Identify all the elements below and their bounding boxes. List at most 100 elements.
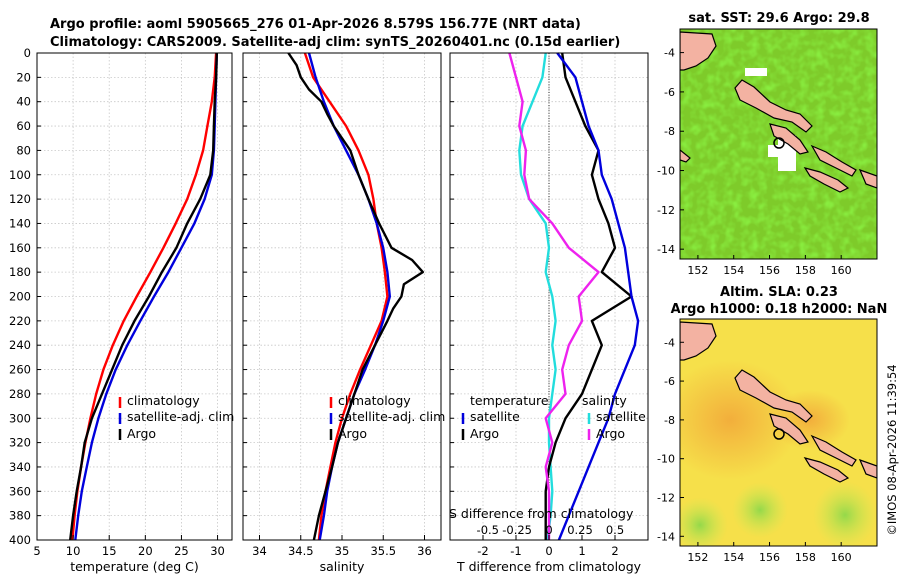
sst-nodata — [745, 68, 767, 76]
x-tick-label: 5 — [33, 544, 40, 558]
sla-low-region — [732, 482, 788, 538]
solomon-island-land — [803, 457, 850, 483]
x-tick-label: 34 — [252, 544, 267, 558]
solomon-island-land — [769, 413, 809, 445]
map-y-tick-label: -4 — [664, 336, 675, 349]
s-difference-label: S difference from climatology — [449, 506, 634, 521]
map-y-tick-label: -14 — [657, 243, 675, 256]
legend-satellite-adj: satellite-adj. clim — [127, 409, 234, 424]
diff-series-salinity-satellite — [508, 52, 600, 540]
s-diff-tick: 0.5 — [606, 523, 624, 537]
s-diff-tick: -0.5 — [477, 523, 499, 537]
s-difference-axis: S difference from climatology -0.5 -0.25… — [449, 506, 634, 537]
map-x-tick-label: 156 — [759, 264, 780, 277]
x-tick-label: 10 — [66, 544, 81, 558]
x-tick-label: 25 — [174, 544, 189, 558]
y-tick-label: 120 — [9, 192, 31, 206]
sla-map-frame — [679, 318, 878, 547]
y-tick-label: 20 — [16, 70, 31, 84]
title-line-1: Argo profile: aoml 5905665_276 01-Apr-20… — [50, 17, 581, 32]
x-tick-label: -2 — [477, 544, 488, 558]
sst-map-title: sat. SST: 29.6 Argo: 29.8 — [688, 11, 869, 26]
imos-timestamp: ©IMOS 08-Apr-2026 11:39:54 — [885, 364, 899, 535]
y-tick-label: 60 — [16, 119, 31, 133]
y-tick-label: 320 — [9, 436, 31, 450]
diff-series-salinity-argo — [556, 52, 640, 541]
map-x-tick-label: 160 — [831, 264, 852, 277]
y-tick-label: 360 — [9, 484, 31, 498]
x-tick-label: -1 — [510, 544, 521, 558]
map-y-tick-label: -8 — [664, 414, 675, 427]
argo-position-marker — [773, 137, 785, 149]
x-tick-label: 36 — [417, 544, 432, 558]
sla-map — [680, 319, 877, 546]
diff-x-axis-label: T difference from climatology — [456, 559, 642, 574]
bougainville-land — [734, 79, 813, 133]
solomon-island-land — [810, 434, 857, 467]
y-tick-label: 400 — [9, 533, 31, 547]
x-tick-label: 34.5 — [288, 544, 314, 558]
sla-low-region — [813, 481, 877, 546]
map-x-tick-label: 154 — [723, 264, 744, 277]
sal-x-axis-label: salinity — [320, 559, 365, 574]
map-y-tick-label: -6 — [664, 86, 675, 99]
solomon-island-land — [769, 123, 809, 155]
map-y-tick-label: -10 — [657, 165, 675, 178]
sst-map-axes: 152 154 156 158 160 -4 -6 -8 -10 -12 -14 — [657, 47, 852, 277]
s-diff-tick: 0 — [545, 523, 552, 537]
argo-position-marker — [773, 428, 785, 440]
s-diff-tick: -0.25 — [502, 523, 532, 537]
solomon-island-land — [810, 144, 857, 177]
sst-map-frame — [679, 28, 878, 260]
legend-argo: Argo — [338, 426, 367, 441]
sla-high-region — [680, 360, 800, 480]
y-tick-label: 200 — [9, 290, 31, 304]
map-y-tick-label: -10 — [657, 453, 675, 466]
map-y-tick-label: -6 — [664, 375, 675, 388]
temp-series-argo — [69, 52, 218, 541]
y-tick-label: 240 — [9, 338, 31, 352]
y-tick-label: 80 — [16, 143, 31, 157]
map-y-tick-label: -12 — [657, 204, 675, 217]
legend-s-argo: Argo — [596, 426, 625, 441]
legend-temperature-head: temperature — [470, 393, 549, 408]
new-ireland-land — [680, 321, 717, 361]
legend-t-satellite: satellite — [470, 409, 520, 424]
temp-x-axis-label: temperature (deg C) — [70, 559, 199, 574]
map-x-tick-label: 158 — [795, 264, 816, 277]
x-tick-label: 2 — [611, 544, 618, 558]
legend-s-satellite: satellite — [596, 409, 646, 424]
map-x-tick-label: 160 — [831, 551, 852, 564]
sst-nodata — [768, 145, 778, 157]
legend-satellite-adj: satellite-adj. clim — [338, 409, 445, 424]
sla-map-title-1: Altim. SLA: 0.23 — [720, 285, 838, 300]
map-x-tick-label: 152 — [687, 551, 708, 564]
solomon-island-land — [858, 458, 877, 479]
y-tick-label: 340 — [9, 460, 31, 474]
x-tick-label: 35 — [335, 544, 350, 558]
solomon-island-land — [858, 168, 877, 189]
new-ireland-land — [680, 31, 717, 71]
x-tick-label: 15 — [102, 544, 117, 558]
temperature-panel: 5 10 15 20 25 3002040608010012014016018020022… — [9, 46, 233, 574]
sla-map-axes: 152 154 156 158 160 -4 -6 -8 -10 -12 -14 — [657, 336, 852, 564]
bougainville-land — [734, 369, 813, 423]
x-tick-label: 0 — [545, 544, 552, 558]
sla-low-region — [680, 497, 728, 546]
salinity-legend: climatology satellite-adj. clim Argo — [329, 393, 445, 441]
solomon-island-land — [803, 167, 850, 193]
y-tick-label: 40 — [16, 95, 31, 109]
sal-series-climatology — [303, 52, 389, 541]
sla-map-title-2: Argo h1000: 0.18 h2000: NaN — [671, 302, 888, 317]
title-line-2: Climatology: CARS2009. Satellite-adj cli… — [50, 35, 620, 50]
x-tick-label: 35.5 — [370, 544, 396, 558]
map-y-tick-label: -4 — [664, 47, 675, 60]
legend-argo: Argo — [127, 426, 156, 441]
salinity-panel: 34 34.5 35 35.5 36 salinity — [242, 52, 442, 574]
y-tick-label: 100 — [9, 168, 31, 182]
y-tick-label: 260 — [9, 363, 31, 377]
map-y-tick-label: -14 — [657, 530, 675, 543]
x-tick-label: 20 — [138, 544, 153, 558]
